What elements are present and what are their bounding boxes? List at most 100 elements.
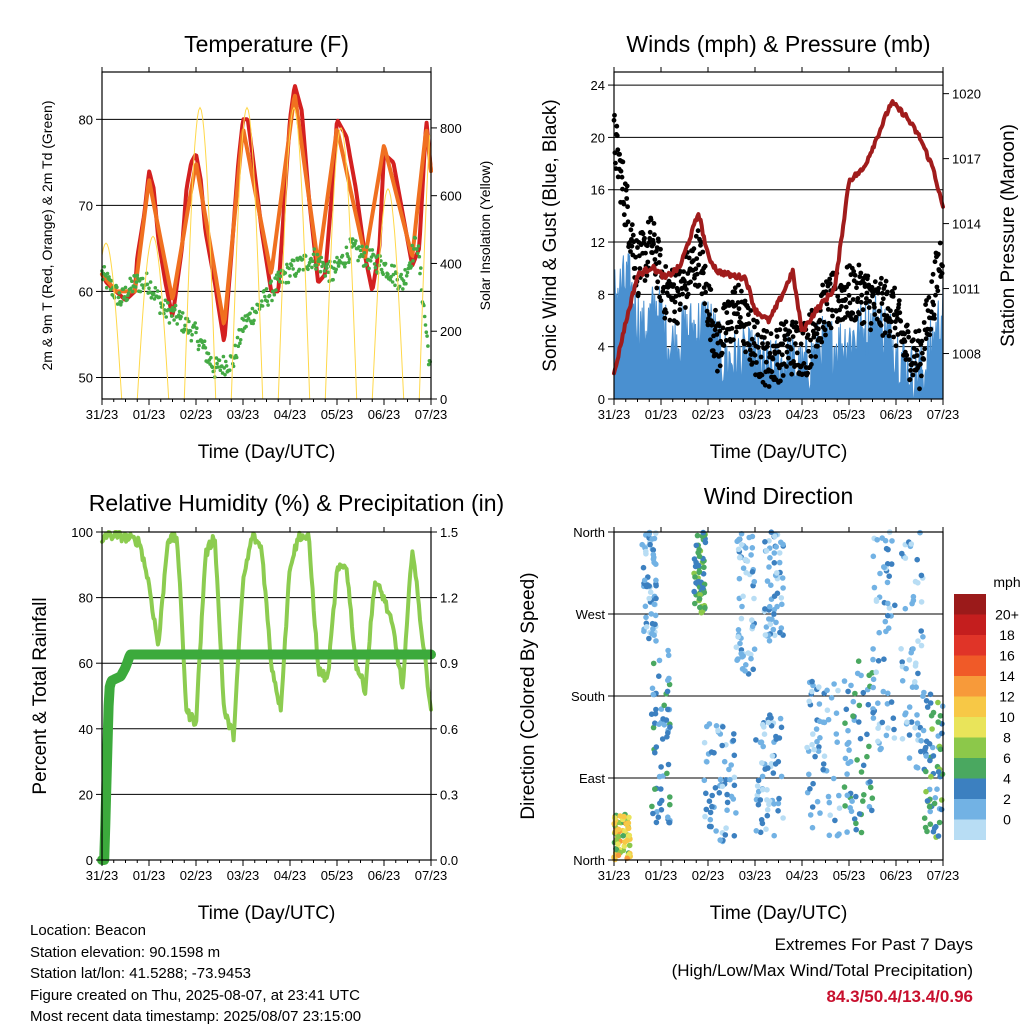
td2m-point: [147, 286, 151, 291]
td2m-point: [190, 332, 194, 337]
gust-point: [933, 292, 938, 298]
gust-point: [721, 343, 727, 348]
gust-point: [719, 350, 725, 356]
td2m-point: [119, 300, 124, 304]
direction-point: [774, 570, 780, 576]
direction-point: [821, 719, 828, 726]
gust-point: [713, 307, 718, 313]
direction-point: [701, 739, 708, 746]
gust-point: [907, 377, 913, 382]
gust-point: [846, 293, 852, 298]
direction-point: [653, 577, 659, 584]
direction-point: [762, 632, 769, 638]
direction-point: [735, 656, 741, 662]
direction-point: [878, 745, 884, 752]
gust-point: [896, 302, 902, 307]
gust-point: [723, 304, 728, 309]
gust-point: [937, 240, 943, 246]
gust-point: [851, 269, 857, 274]
td2m-point: [386, 272, 390, 277]
td2m-point: [390, 280, 395, 284]
direction-points: [611, 529, 946, 863]
gust-point: [620, 186, 625, 192]
gust-point: [814, 331, 820, 337]
y-axis-label: Direction (Colored By Speed): [518, 572, 539, 819]
direction-point: [922, 824, 929, 831]
legend-label: 14: [999, 668, 1015, 684]
direction-point: [650, 551, 657, 558]
td2m-point: [223, 373, 227, 377]
gust-point: [735, 300, 741, 305]
direction-point: [806, 771, 812, 778]
gust-point: [914, 353, 920, 358]
td2m-point: [405, 270, 410, 275]
gust-point: [902, 331, 907, 337]
direction-point: [885, 600, 891, 607]
x-tick-label: 05/23: [833, 407, 866, 422]
direction-point: [870, 709, 876, 716]
gust-point: [653, 248, 659, 254]
td2m-point: [109, 279, 114, 283]
direction-point: [858, 829, 865, 836]
direction-point: [735, 634, 741, 640]
direction-point: [847, 805, 853, 811]
direction-point: [870, 646, 876, 652]
gust-point: [672, 299, 678, 305]
direction-point: [935, 699, 941, 706]
gust-point: [874, 316, 880, 322]
direction-point: [816, 718, 823, 725]
direction-point: [873, 669, 879, 675]
td2m-point: [365, 245, 369, 249]
direction-point: [770, 626, 777, 633]
direction-point: [742, 556, 748, 563]
direction-point: [724, 791, 730, 798]
gust-point: [902, 339, 908, 344]
gust-point: [760, 341, 765, 346]
direction-point: [650, 810, 656, 817]
direction-point: [889, 538, 895, 544]
x-tick-label: 04/23: [786, 407, 819, 422]
direction-point: [658, 786, 664, 792]
direction-point: [771, 593, 778, 599]
gust-point: [882, 283, 888, 289]
gust-point: [747, 342, 752, 348]
gust-point: [805, 332, 811, 338]
gust-point: [890, 294, 896, 299]
direction-point: [821, 753, 828, 759]
gust-point: [858, 270, 864, 276]
legend-label: 18: [999, 627, 1015, 643]
gust-point: [755, 320, 760, 325]
direction-point: [758, 817, 765, 823]
direction-point: [653, 638, 659, 644]
chart-panel-4: 31/23 01/23 02/23 03/23 04/23 05/23 06/23 07/23…: [518, 483, 1021, 924]
elevation-text: Station elevation: 90.1598 m: [30, 943, 221, 961]
direction-point: [918, 738, 924, 744]
td2m-point: [235, 335, 240, 340]
direction-point: [777, 715, 784, 722]
x-tick-label: 01/23: [645, 868, 678, 883]
direction-point: [807, 812, 814, 818]
direction-point: [702, 604, 708, 611]
direction-point: [912, 725, 918, 731]
gust-point: [742, 298, 748, 304]
direction-point: [779, 575, 786, 581]
td2m-point: [292, 258, 296, 263]
gust-point: [926, 295, 932, 300]
direction-point: [643, 583, 650, 590]
gust-point: [696, 262, 701, 268]
direction-point: [723, 777, 729, 783]
direction-point: [883, 545, 890, 552]
legend-swatch: [954, 799, 986, 820]
td2m-point: [391, 272, 396, 277]
gust-point: [739, 288, 744, 294]
direction-point: [740, 565, 747, 571]
td2m-point: [248, 311, 252, 316]
td2m-point: [392, 264, 397, 268]
direction-point: [641, 628, 647, 635]
td2m-point: [172, 318, 176, 322]
direction-point: [749, 623, 756, 630]
x-tick-label: 06/23: [880, 407, 913, 422]
direction-point: [884, 561, 891, 567]
y-tick-label: 20: [79, 787, 93, 802]
direction-point: [918, 628, 924, 634]
